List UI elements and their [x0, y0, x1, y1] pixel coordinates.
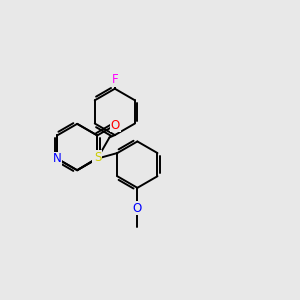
Text: F: F [112, 73, 118, 86]
Text: N: N [93, 152, 102, 165]
Text: O: O [111, 118, 120, 131]
Text: O: O [133, 202, 142, 215]
Text: N: N [53, 152, 62, 165]
Text: S: S [94, 151, 102, 164]
